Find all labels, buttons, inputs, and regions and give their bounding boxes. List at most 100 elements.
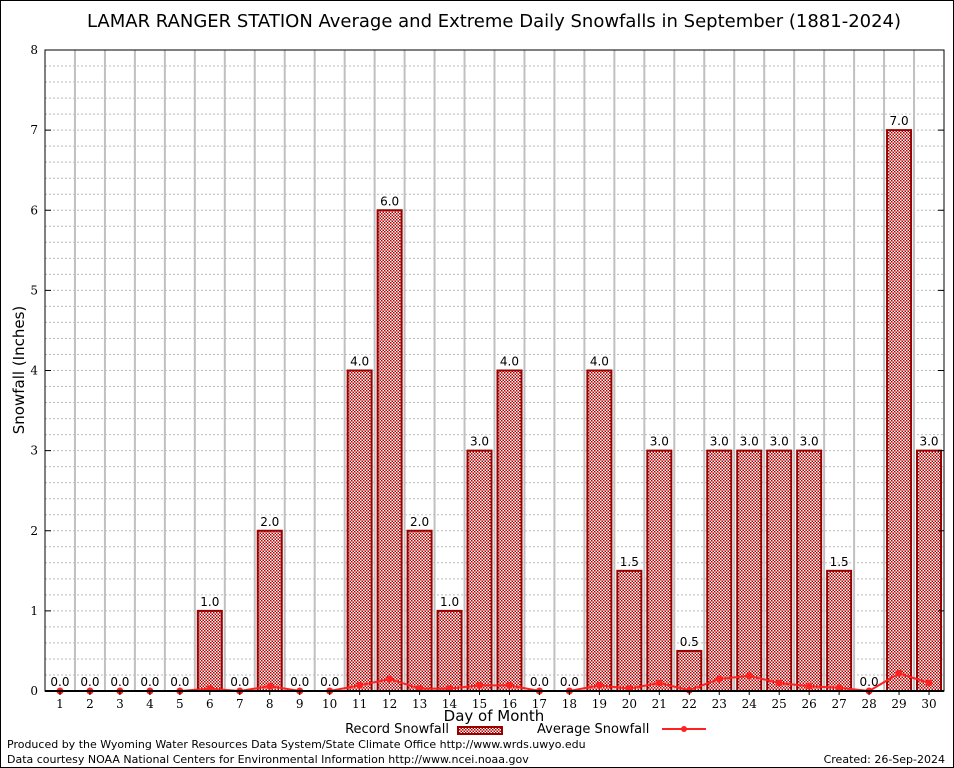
bar-day-25 xyxy=(766,449,793,692)
x-tick-label: 5 xyxy=(176,697,184,711)
bar-day-29 xyxy=(886,129,913,692)
x-tick-label: 1 xyxy=(56,697,64,711)
x-tick-label: 17 xyxy=(532,697,547,711)
average-point-day-8 xyxy=(266,682,274,690)
data-label-day-9: 0.0 xyxy=(290,675,309,689)
data-label-day-23: 3.0 xyxy=(710,435,729,449)
legend-record-label: Record Snowfall xyxy=(345,722,449,737)
bar-day-11 xyxy=(346,369,373,692)
x-tick-label: 16 xyxy=(502,697,517,711)
data-label-day-27: 1.5 xyxy=(830,555,849,569)
average-point-day-23 xyxy=(715,675,723,683)
y-tick-label: 3 xyxy=(30,444,38,458)
x-tick-label: 23 xyxy=(712,697,727,711)
average-point-day-15 xyxy=(476,681,484,689)
x-tick-label: 4 xyxy=(146,697,154,711)
data-label-day-12: 6.0 xyxy=(380,194,399,208)
x-tick-label: 22 xyxy=(682,697,697,711)
x-tick-label: 26 xyxy=(802,697,817,711)
bar-day-27 xyxy=(826,569,853,692)
x-tick-label: 8 xyxy=(266,697,274,711)
bar-day-26 xyxy=(796,449,823,692)
bar-day-24 xyxy=(736,449,763,692)
bar-day-23 xyxy=(706,449,733,692)
x-tick-label: 18 xyxy=(562,697,577,711)
data-label-day-28: 0.0 xyxy=(860,675,879,689)
x-tick-label: 9 xyxy=(296,697,304,711)
bar-day-8 xyxy=(256,529,283,692)
legend-record-swatch xyxy=(457,726,503,735)
average-point-day-29 xyxy=(895,669,903,677)
data-label-day-5: 0.0 xyxy=(170,675,189,689)
legend-average-marker xyxy=(681,726,687,732)
x-tick-label: 3 xyxy=(116,697,124,711)
x-tick-label: 29 xyxy=(891,697,906,711)
average-point-day-12 xyxy=(386,675,394,683)
legend: Record Snowfall Average Snowfall xyxy=(345,722,706,737)
y-tick-label: 6 xyxy=(30,203,38,217)
data-label-day-13: 2.0 xyxy=(410,515,429,529)
bar-day-19 xyxy=(586,369,613,692)
x-tick-label: 13 xyxy=(412,697,427,711)
bar-day-30 xyxy=(916,449,943,692)
data-label-day-24: 3.0 xyxy=(740,435,759,449)
footer-created: Created: 26-Sep-2024 xyxy=(824,753,945,766)
x-tick-label: 14 xyxy=(442,697,458,711)
data-label-day-16: 4.0 xyxy=(500,355,519,369)
y-tick-label: 5 xyxy=(30,283,38,297)
data-label-day-3: 0.0 xyxy=(110,675,129,689)
average-point-day-19 xyxy=(595,681,603,689)
bar-day-21 xyxy=(646,449,673,692)
bar-day-13 xyxy=(406,529,433,692)
x-tick-label: 28 xyxy=(861,697,876,711)
x-tick-label: 24 xyxy=(742,697,758,711)
data-label-day-21: 3.0 xyxy=(650,435,669,449)
y-tick-label: 2 xyxy=(30,524,38,538)
data-label-day-30: 3.0 xyxy=(919,435,938,449)
average-snowfall-line xyxy=(59,672,930,693)
bars xyxy=(196,129,943,692)
data-label-day-29: 7.0 xyxy=(890,114,909,128)
bar-day-12 xyxy=(376,209,403,692)
y-tick-label: 1 xyxy=(30,604,38,618)
x-tick-label: 2 xyxy=(86,697,94,711)
data-label-day-6: 1.0 xyxy=(200,595,219,609)
data-label-day-20: 1.5 xyxy=(620,555,639,569)
x-tick-label: 19 xyxy=(592,697,607,711)
average-line xyxy=(56,669,933,695)
data-label-day-17: 0.0 xyxy=(530,675,549,689)
data-label-day-7: 0.0 xyxy=(230,675,249,689)
data-label-day-2: 0.0 xyxy=(80,675,99,689)
bar-day-15 xyxy=(466,449,493,692)
bar-day-14 xyxy=(436,609,463,692)
data-label-day-1: 0.0 xyxy=(50,675,69,689)
bar-day-16 xyxy=(496,369,523,692)
data-label-day-26: 3.0 xyxy=(800,435,819,449)
x-tick-label: 12 xyxy=(382,697,397,711)
x-tick-label: 25 xyxy=(772,697,787,711)
average-point-day-16 xyxy=(505,681,513,689)
data-label-day-18: 0.0 xyxy=(560,675,579,689)
y-tick-label: 4 xyxy=(30,364,38,378)
average-point-day-21 xyxy=(655,679,663,687)
x-tick-label: 7 xyxy=(236,697,244,711)
footer-produced-by: Produced by the Wyoming Water Resources … xyxy=(7,738,586,751)
data-label-day-10: 0.0 xyxy=(320,675,339,689)
x-axis-label: Day of Month xyxy=(444,707,545,725)
average-point-day-30 xyxy=(925,679,933,687)
y-tick-label: 0 xyxy=(30,684,38,698)
average-point-day-26 xyxy=(805,682,813,690)
data-label-day-25: 3.0 xyxy=(770,435,789,449)
data-label-day-14: 1.0 xyxy=(440,595,459,609)
chart-title: LAMAR RANGER STATION Average and Extreme… xyxy=(87,11,901,32)
legend-average-label: Average Snowfall xyxy=(537,722,649,737)
x-tick-label: 21 xyxy=(652,697,667,711)
x-tick-label: 6 xyxy=(206,697,214,711)
x-tick-label: 11 xyxy=(352,697,367,711)
average-point-day-27 xyxy=(835,684,843,692)
bar-day-22 xyxy=(676,649,703,692)
x-tick-label: 30 xyxy=(921,697,936,711)
data-label-day-15: 3.0 xyxy=(470,435,489,449)
average-point-day-11 xyxy=(356,681,364,689)
